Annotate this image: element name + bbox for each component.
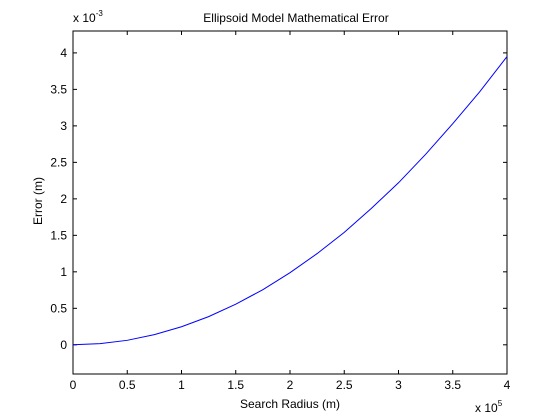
y-axis-multiplier: x 10-3 — [73, 9, 103, 25]
x-multiplier-base: x 10 — [475, 401, 498, 415]
plot-frame — [72, 30, 508, 375]
x-tick-label: 2 — [287, 378, 294, 392]
y-tick-label: 0.5 — [50, 301, 67, 315]
x-axis-multiplier: x 105 — [475, 399, 503, 415]
y-multiplier-base: x 10 — [73, 11, 96, 25]
x-tick-label: 4 — [504, 378, 511, 392]
y-tick-label: 2.5 — [50, 155, 67, 169]
y-tick-label: 3.5 — [50, 82, 67, 96]
x-tick-label: 1 — [178, 378, 185, 392]
x-tick-label: 1.5 — [227, 378, 244, 392]
y-tick-label: 0 — [60, 338, 67, 352]
x-multiplier-exponent: 5 — [498, 399, 503, 408]
x-tick-label: 0 — [70, 378, 77, 392]
plot-area: 0 0.5 1 1.5 2 2.5 3 3.5 4 0 0.5 1 1.5 2 2.5 3 3.5 4 — [50, 30, 511, 392]
y-axis-label: Error (m) — [31, 177, 45, 225]
chart-title: Ellipsoid Model Mathematical Error — [203, 11, 388, 25]
y-tick-label: 1 — [60, 265, 67, 279]
x-tick-label: 3 — [395, 378, 402, 392]
x-tick-label: 0.5 — [119, 378, 136, 392]
y-tick-label: 3 — [60, 119, 67, 133]
x-tick-label: 3.5 — [444, 378, 461, 392]
x-axis-label: Search Radius (m) — [240, 397, 340, 411]
y-tick-label: 4 — [60, 46, 67, 60]
y-tick-label: 2 — [60, 192, 67, 206]
y-multiplier-exponent: -3 — [96, 9, 104, 18]
y-tick-label: 1.5 — [50, 228, 67, 242]
x-tick-label: 2.5 — [336, 378, 353, 392]
series-line — [72, 56, 508, 346]
